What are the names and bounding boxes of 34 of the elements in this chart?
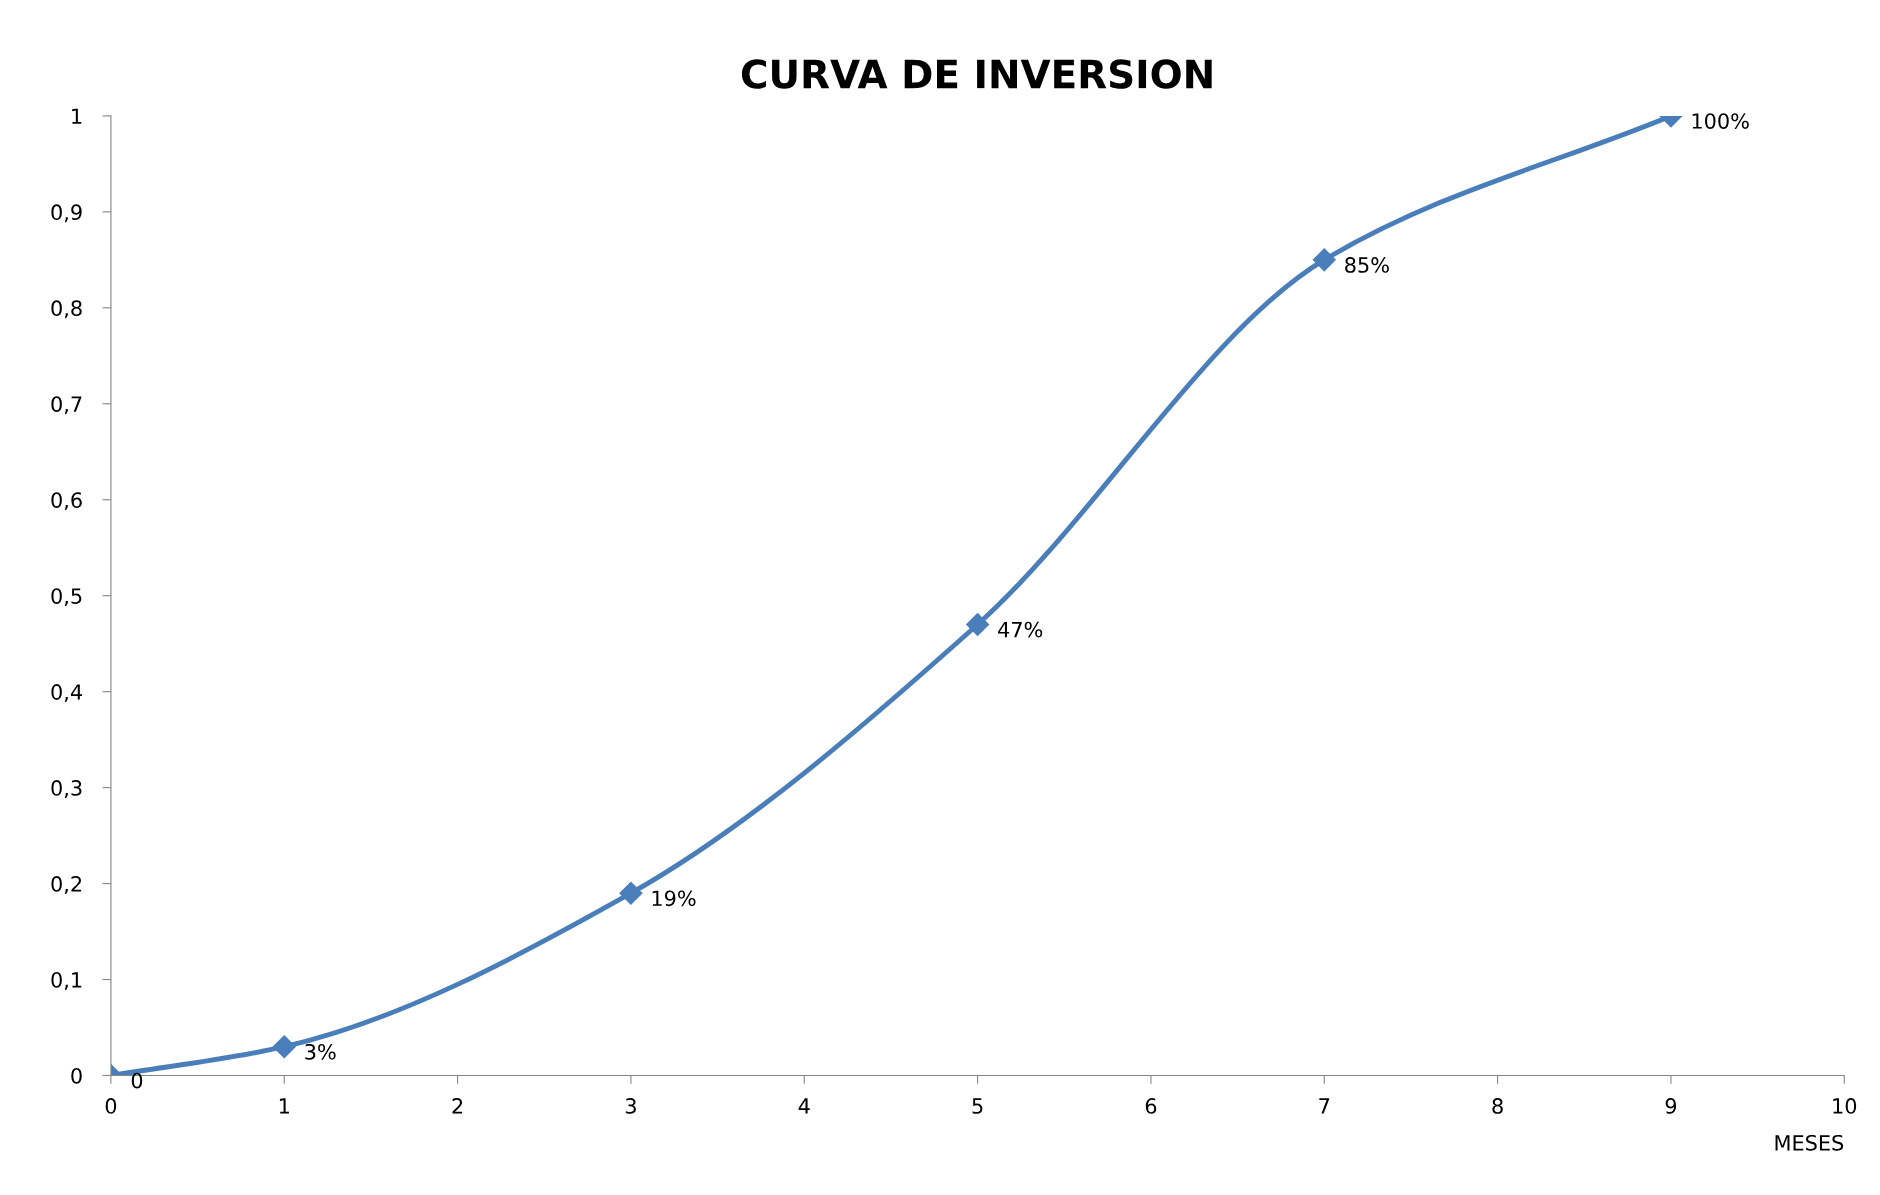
chart-title: CURVA DE INVERSION xyxy=(741,59,1212,89)
x-tick-label: 10 xyxy=(1833,1098,1857,1114)
data-label: 100% xyxy=(1692,113,1749,129)
y-tick-label: 0,5 xyxy=(51,588,82,607)
x-tick-label: 7 xyxy=(1319,1098,1330,1114)
point xyxy=(1312,248,1336,272)
y-tick-label: 0,2 xyxy=(51,876,82,894)
x-tick-label: 4 xyxy=(798,1098,810,1114)
x-tick-label: 8 xyxy=(1492,1098,1503,1114)
y-tick-label: 0,3 xyxy=(51,780,82,798)
x-tick-label: 6 xyxy=(1145,1098,1157,1114)
x-tick-label: 3 xyxy=(625,1098,636,1114)
data-label: 0 xyxy=(131,1072,143,1089)
point xyxy=(619,881,643,905)
y-tick-label: 0 xyxy=(71,1067,82,1084)
x-tick-label: 2 xyxy=(452,1098,463,1114)
x-tick-label: 0 xyxy=(105,1098,117,1114)
y-tick-label: 0,1 xyxy=(51,971,82,990)
y-tick-label: 0,6 xyxy=(51,492,82,511)
y-tick-label: 0,7 xyxy=(51,396,82,415)
y-tick-label: 1 xyxy=(72,108,82,124)
y-tick-label: 0,8 xyxy=(51,300,82,319)
x-tick-label: 1 xyxy=(279,1098,289,1114)
data-label: 19% xyxy=(652,890,696,907)
y-tick-label: 0,9 xyxy=(51,204,82,223)
data-label: 47% xyxy=(998,621,1043,638)
data-label: 3% xyxy=(305,1043,336,1060)
point xyxy=(272,1035,296,1059)
data-label: 85% xyxy=(1345,257,1389,273)
x-tick-label: 5 xyxy=(972,1098,983,1114)
y-tick-label: 0,4 xyxy=(51,684,82,702)
point xyxy=(966,612,990,636)
x-axis-title: MESES xyxy=(1775,1134,1844,1151)
x-tick-label: 9 xyxy=(1665,1098,1677,1114)
